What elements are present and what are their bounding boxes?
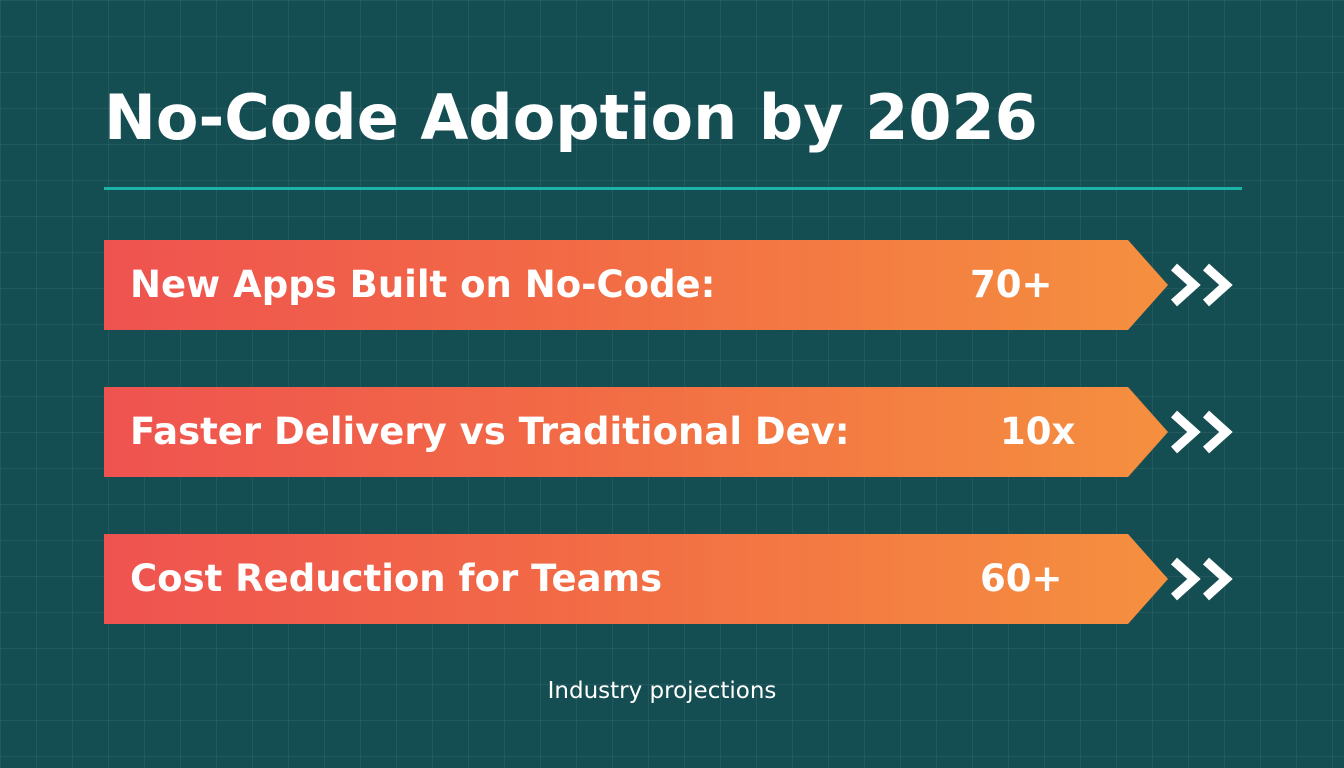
stat-value: 60+	[980, 557, 1063, 600]
double-chevron-right-icon	[1170, 263, 1233, 307]
double-chevron-right-icon	[1170, 557, 1233, 601]
double-chevron-right-icon	[1170, 410, 1233, 454]
stat-label: Cost Reduction for Teams	[130, 557, 663, 600]
stat-row-new-apps: New Apps Built on No-Code: 70+	[104, 240, 1233, 330]
stat-banner	[104, 534, 1168, 624]
stat-label: New Apps Built on No-Code:	[130, 263, 716, 306]
stat-row-faster-delivery: Faster Delivery vs Traditional Dev: 10x	[104, 387, 1233, 477]
stat-row-cost-reduction: Cost Reduction for Teams 60+	[104, 534, 1233, 624]
title-divider	[104, 187, 1242, 190]
stat-label: Faster Delivery vs Traditional Dev:	[130, 410, 850, 453]
stat-value: 70+	[970, 263, 1053, 306]
stat-value: 10x	[1000, 410, 1076, 453]
stat-banner	[104, 387, 1168, 477]
page-title: No-Code Adoption by 2026	[104, 81, 1038, 154]
stat-banner	[104, 240, 1168, 330]
footnote: Industry projections	[547, 678, 777, 704]
